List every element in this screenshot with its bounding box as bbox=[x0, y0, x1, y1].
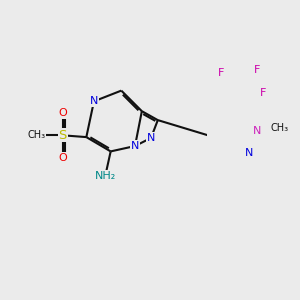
Text: NH₂: NH₂ bbox=[95, 170, 116, 181]
Text: N: N bbox=[90, 96, 98, 106]
Text: F: F bbox=[260, 88, 266, 98]
Text: F: F bbox=[254, 65, 260, 75]
Text: O: O bbox=[58, 108, 67, 118]
Text: N: N bbox=[245, 148, 253, 158]
Text: CH₃: CH₃ bbox=[270, 123, 289, 133]
Text: CH₃: CH₃ bbox=[28, 130, 46, 140]
Text: N: N bbox=[147, 133, 155, 143]
Text: O: O bbox=[58, 153, 67, 163]
Text: N: N bbox=[253, 126, 261, 136]
Text: N: N bbox=[131, 141, 139, 151]
Text: F: F bbox=[218, 68, 224, 78]
Text: S: S bbox=[58, 129, 67, 142]
